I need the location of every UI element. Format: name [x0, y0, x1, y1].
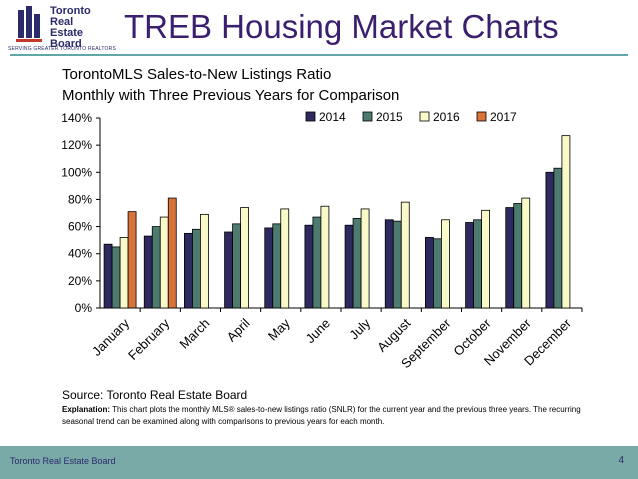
bar-2014-march [184, 232, 193, 309]
bar-2014-december [545, 171, 555, 309]
bar-2014-february [143, 235, 153, 309]
legend-swatch-2017 [476, 111, 487, 122]
explanation-text: This chart plots the monthly MLS® sales-… [62, 405, 581, 426]
bar-2016-february [159, 216, 169, 309]
y-tick-label: 60% [68, 220, 92, 234]
bar-2016-july [360, 208, 370, 309]
explanation-note: Explanation: This chart plots the monthl… [62, 404, 582, 428]
x-tick-label: February [125, 315, 173, 363]
bar-2016-september [441, 219, 450, 309]
bar-2015-june [312, 216, 322, 309]
page-number: 4 [618, 455, 624, 466]
bar-2015-january [111, 246, 121, 309]
y-tick-label: 120% [61, 138, 92, 152]
bar-2016-may [280, 208, 290, 309]
bar-2016-august [400, 201, 410, 309]
y-tick-label: 40% [68, 247, 92, 261]
bar-2017-february [167, 197, 177, 309]
building-icon [16, 6, 42, 42]
bar-2015-november [513, 203, 523, 309]
footer-org: Toronto Real Estate Board [10, 456, 116, 466]
bar-2017-january [127, 211, 137, 309]
chart-title-block: TorontoMLS Sales-to-New Listings Ratio M… [62, 64, 399, 106]
bar-2015-july [352, 218, 362, 309]
bar-2015-may [272, 223, 282, 309]
x-tick-label: June [302, 316, 333, 347]
bar-2016-december [561, 135, 571, 309]
footer-bar: Toronto Real Estate Board 4 [0, 446, 638, 479]
logo-wordmark: Toronto Real Estate Board [50, 5, 91, 50]
bar-2014-october [465, 222, 474, 309]
legend-swatch-2015 [362, 111, 373, 122]
x-tick-label: March [176, 316, 212, 352]
bar-2015-april [232, 223, 241, 309]
page-title: TREB Housing Market Charts [124, 8, 559, 45]
bar-2015-october [473, 219, 482, 309]
bar-2015-september [433, 238, 442, 309]
chart-subtitle: Monthly with Three Previous Years for Co… [62, 87, 400, 104]
legend-label-2017: 2017 [490, 110, 517, 124]
legend-label-2016: 2016 [433, 110, 460, 124]
bar-2014-may [264, 227, 274, 309]
x-tick-label: April [224, 315, 253, 344]
y-tick-label: 80% [68, 192, 92, 206]
y-tick-label: 20% [68, 274, 92, 288]
y-tick-label: 100% [61, 165, 92, 179]
y-tick-label: 140% [61, 111, 92, 125]
x-tick-label: August [374, 315, 413, 354]
title-divider [10, 54, 628, 56]
bar-2016-june [320, 205, 330, 309]
explanation-label: Explanation: [62, 405, 111, 414]
bar-2014-august [384, 219, 394, 309]
bar-2016-november [521, 197, 531, 309]
legend-swatch-2014 [305, 111, 316, 122]
source-note: Source: Toronto Real Estate Board [62, 388, 248, 402]
logo-tagline: SERVING GREATER TORONTO REALTORS [8, 46, 116, 52]
bar-2016-october [481, 209, 490, 309]
bar-2014-june [304, 224, 314, 309]
bar-2015-february [151, 226, 161, 309]
bar-2014-september [425, 237, 434, 309]
bar-2015-march [192, 228, 201, 309]
bar-chart: 0%20%40%60%80%100%120%140%JanuaryFebruar… [61, 110, 583, 371]
legend-label-2014: 2014 [319, 110, 346, 124]
bar-2014-april [224, 231, 233, 309]
chart-title: TorontoMLS Sales-to-New Listings Ratio [62, 66, 332, 83]
y-tick-label: 0% [75, 301, 93, 315]
x-tick-label: July [346, 315, 373, 342]
x-tick-label: May [265, 315, 293, 343]
legend-swatch-2016 [419, 111, 430, 122]
legend-label-2015: 2015 [376, 110, 403, 124]
bar-2016-january [119, 237, 129, 309]
bar-2014-january [103, 243, 113, 309]
bar-2016-april [240, 207, 249, 309]
bar-2014-july [344, 224, 354, 309]
treb-logo: Toronto Real Estate Board SERVING GREATE… [6, 4, 116, 56]
bar-2015-december [553, 167, 563, 309]
bar-2015-august [392, 220, 402, 309]
bar-2016-march [200, 213, 209, 309]
bar-2014-november [505, 207, 515, 309]
